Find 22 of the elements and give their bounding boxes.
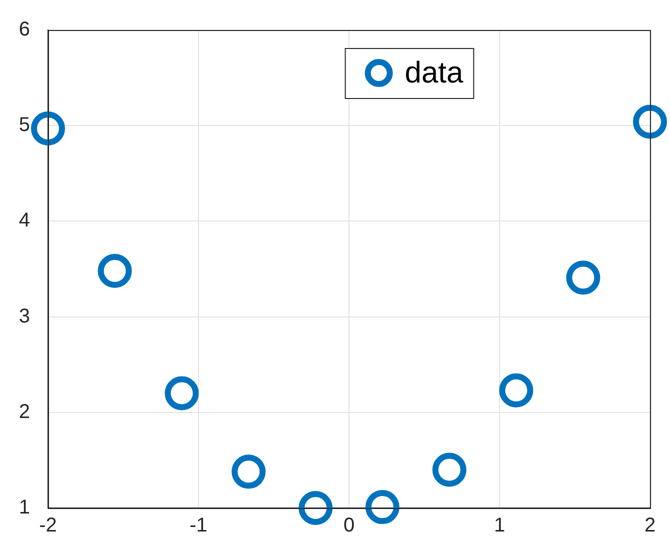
x-tick-label: -2 — [39, 514, 57, 537]
x-tick-label: 2 — [644, 514, 656, 537]
point — [633, 104, 667, 139]
y-tick-label: 4 — [18, 210, 30, 232]
point — [164, 376, 199, 410]
y-tick-label: 2 — [18, 400, 30, 423]
y-tick-label: 1 — [18, 496, 30, 519]
point — [365, 490, 400, 524]
point — [566, 260, 600, 295]
x-tick-label: 0 — [343, 514, 355, 537]
y-tick-label: 5 — [18, 114, 30, 136]
point — [432, 452, 466, 487]
point — [298, 491, 333, 525]
legend-label: data — [404, 56, 464, 90]
point — [98, 254, 132, 288]
y-tick-label: 6 — [18, 18, 30, 41]
x-tick-label: 1 — [494, 514, 506, 537]
point — [232, 454, 266, 489]
point — [31, 111, 65, 146]
point — [499, 373, 534, 408]
x-tick-label: -1 — [190, 514, 208, 537]
y-tick-label: 3 — [18, 305, 30, 328]
